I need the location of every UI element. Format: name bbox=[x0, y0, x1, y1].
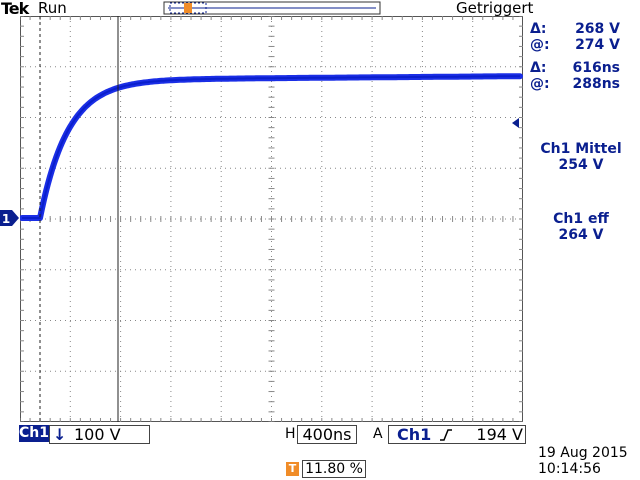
time-delta-value: 616ns bbox=[572, 60, 620, 76]
voltage-delta-label: Δ: bbox=[530, 21, 547, 37]
mean-measurement-name: Ch1 Mittel bbox=[540, 141, 622, 157]
top-status-bar: Tek Run Getriggert bbox=[0, 0, 640, 18]
graticule-grid bbox=[20, 16, 523, 422]
ch1-scale-value: 100 V bbox=[74, 425, 121, 444]
brand-logo: Tek bbox=[1, 0, 29, 18]
rms-measurement-value: 264 V bbox=[558, 227, 604, 243]
time-at-label: @: bbox=[530, 76, 550, 92]
acquisition-state: Run bbox=[38, 0, 67, 17]
time-delta-label: Δ: bbox=[530, 60, 547, 76]
mean-measurement-value: 254 V bbox=[558, 157, 604, 173]
voltage-at-value: 274 V bbox=[575, 37, 620, 53]
ch1-channel-badge[interactable]: Ch1 bbox=[19, 425, 49, 442]
svg-text:1: 1 bbox=[2, 212, 10, 226]
date-display: 19 Aug 2015 bbox=[538, 445, 628, 461]
voltage-at-label: @: bbox=[530, 37, 550, 53]
trigger-source: Ch1 bbox=[397, 425, 432, 444]
waveform-display[interactable] bbox=[20, 16, 523, 422]
trigger-level-marker-icon[interactable] bbox=[510, 117, 520, 129]
trigger-readout[interactable]: Ch1 194 V bbox=[388, 425, 526, 444]
trigger-status: Getriggert bbox=[456, 0, 534, 17]
dc-coupling-arrow-icon: ↓ bbox=[53, 425, 67, 444]
trigger-mode-label: A bbox=[373, 426, 383, 442]
trigger-position-marker-icon bbox=[184, 3, 192, 13]
voltage-delta-value: 268 V bbox=[575, 21, 620, 37]
trigger-level: 194 V bbox=[476, 425, 523, 444]
ch1-ground-marker-icon[interactable]: 1 bbox=[0, 209, 20, 227]
record-position-indicator[interactable] bbox=[160, 0, 384, 16]
time-at-value: 288ns bbox=[572, 76, 620, 92]
ch1-scale-readout[interactable]: ↓ 100 V bbox=[49, 425, 150, 444]
timebase-value[interactable]: 400ns bbox=[297, 425, 357, 444]
trigger-position-readout[interactable]: 11.80 % bbox=[302, 460, 366, 478]
rms-measurement-name: Ch1 eff bbox=[553, 211, 609, 227]
rising-edge-icon bbox=[440, 429, 452, 441]
trigger-position-icon: T bbox=[286, 462, 299, 476]
timebase-label: H bbox=[285, 426, 296, 442]
time-display: 10:14:56 bbox=[538, 461, 601, 477]
